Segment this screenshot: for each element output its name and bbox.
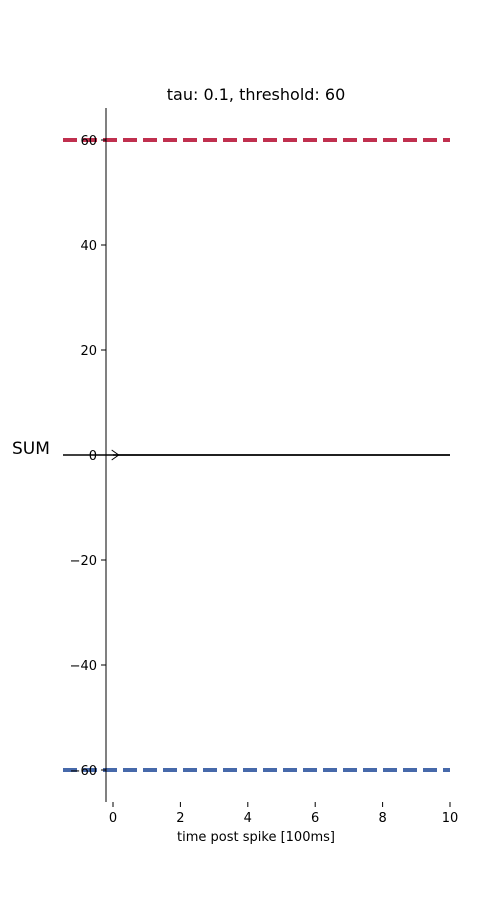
chart-title: tau: 0.1, threshold: 60 (167, 85, 346, 104)
y-tick-label-0: −60 (70, 764, 97, 779)
start-marker (111, 449, 120, 461)
y-tick-label-5: 40 (80, 239, 97, 254)
x-tick-label-0: 0 (109, 811, 117, 826)
x-tick-label-1: 2 (176, 811, 184, 826)
y-tick-label-4: 20 (80, 344, 97, 359)
y-tick-label-1: −40 (70, 659, 97, 674)
x-tick-label-5: 10 (442, 811, 459, 826)
y-tick-label-3: 0 (89, 449, 97, 464)
x-axis-label: time post spike [100ms] (177, 830, 335, 845)
x-tick-label-3: 6 (311, 811, 319, 826)
y-axis-label: SUM (12, 439, 50, 459)
chart-marks: −60 −40 −20 0 20 40 60 0 2 4 6 8 10 (63, 108, 458, 826)
y-tick-label-2: −20 (70, 554, 97, 569)
x-tick-label-4: 8 (378, 811, 386, 826)
y-tick-label-6: 60 (80, 134, 97, 149)
x-tick-label-2: 4 (244, 811, 252, 826)
